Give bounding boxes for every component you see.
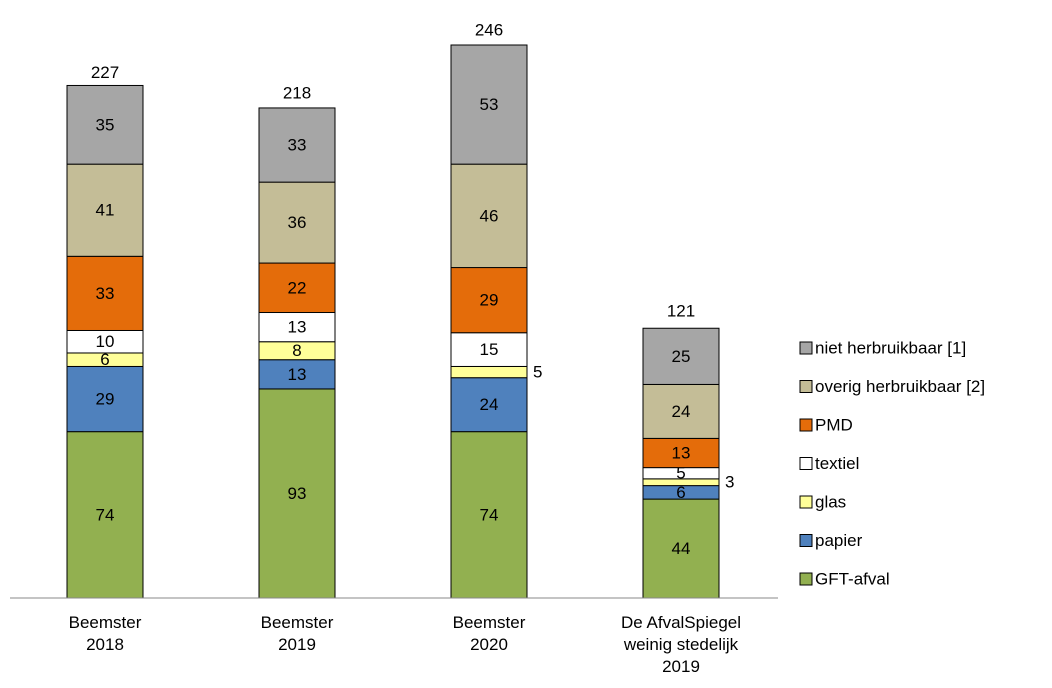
data-label: 33 (288, 136, 307, 155)
data-label: 5 (676, 464, 685, 483)
data-label: 41 (96, 201, 115, 220)
data-label: 24 (480, 395, 499, 414)
data-label: 53 (480, 95, 499, 114)
legend-swatch (799, 341, 813, 355)
bar-segment (66, 365, 144, 433)
bar-segment (642, 383, 720, 439)
data-label: 93 (288, 484, 307, 503)
bar-segment (258, 262, 336, 314)
data-label: 10 (96, 332, 115, 351)
bar-segment (450, 267, 528, 334)
total-label: 227 (91, 63, 119, 82)
legend-swatch (799, 418, 813, 432)
data-label: 35 (96, 115, 115, 134)
legend-swatch (799, 457, 813, 470)
bar-segment (258, 388, 336, 599)
total-label: 121 (667, 301, 695, 320)
data-label: 74 (96, 505, 115, 524)
legend-label: glas (815, 492, 846, 511)
x-tick-label: De AfvalSpiegel weinig stedelijk 2019 (620, 613, 742, 676)
data-label: 8 (292, 341, 301, 360)
bar-segment (258, 359, 336, 390)
bar-segment (450, 377, 528, 433)
data-label: 13 (288, 318, 307, 337)
bar-segment (66, 163, 144, 257)
legend-swatch (799, 380, 813, 393)
legend-label: niet herbruikbaar [1] (815, 338, 966, 357)
legend-label: textiel (815, 454, 859, 473)
bar-segment (258, 312, 336, 343)
data-label: 13 (288, 365, 307, 384)
legend-label: GFT-afval (815, 569, 890, 588)
x-tick-label: Beemster 2019 (260, 613, 334, 654)
data-label: 46 (480, 206, 499, 225)
data-label: 29 (480, 291, 499, 310)
data-label: 13 (672, 443, 691, 462)
bar-segment (642, 327, 720, 385)
bar-segment (450, 44, 528, 165)
data-label: 36 (288, 213, 307, 232)
data-label: 6 (676, 483, 685, 502)
bar-segment (450, 431, 528, 599)
x-tick-label: Beemster 2020 (452, 613, 526, 654)
data-label: 6 (100, 350, 109, 369)
legend-swatch (799, 534, 813, 547)
legend-swatch (799, 495, 813, 509)
legend-swatch (799, 572, 813, 586)
data-label: 15 (480, 340, 499, 359)
data-label: 29 (96, 390, 115, 409)
data-label: 25 (672, 347, 691, 366)
bar-segment (66, 84, 144, 165)
legend-label: PMD (815, 415, 853, 434)
bar-segment (450, 163, 528, 269)
data-label: 74 (480, 505, 499, 524)
bar-segment (642, 498, 720, 599)
bar-segment (258, 181, 336, 264)
data-label: 22 (288, 278, 307, 297)
bar-segment (258, 107, 336, 183)
data-label: 3 (725, 473, 734, 492)
data-label: 5 (533, 363, 542, 382)
bar-segment (66, 255, 144, 331)
bar-segment (66, 431, 144, 599)
total-label: 218 (283, 83, 311, 102)
legend-label: papier (815, 531, 863, 550)
total-label: 246 (475, 20, 503, 39)
data-label: 33 (96, 284, 115, 303)
bar-segment (450, 365, 528, 379)
data-label: 24 (672, 402, 691, 421)
bar-segment (450, 332, 528, 367)
legend-label: overig herbruikbaar [2] (815, 377, 985, 396)
data-label: 44 (672, 539, 691, 558)
x-tick-label: Beemster 2018 (68, 613, 142, 654)
